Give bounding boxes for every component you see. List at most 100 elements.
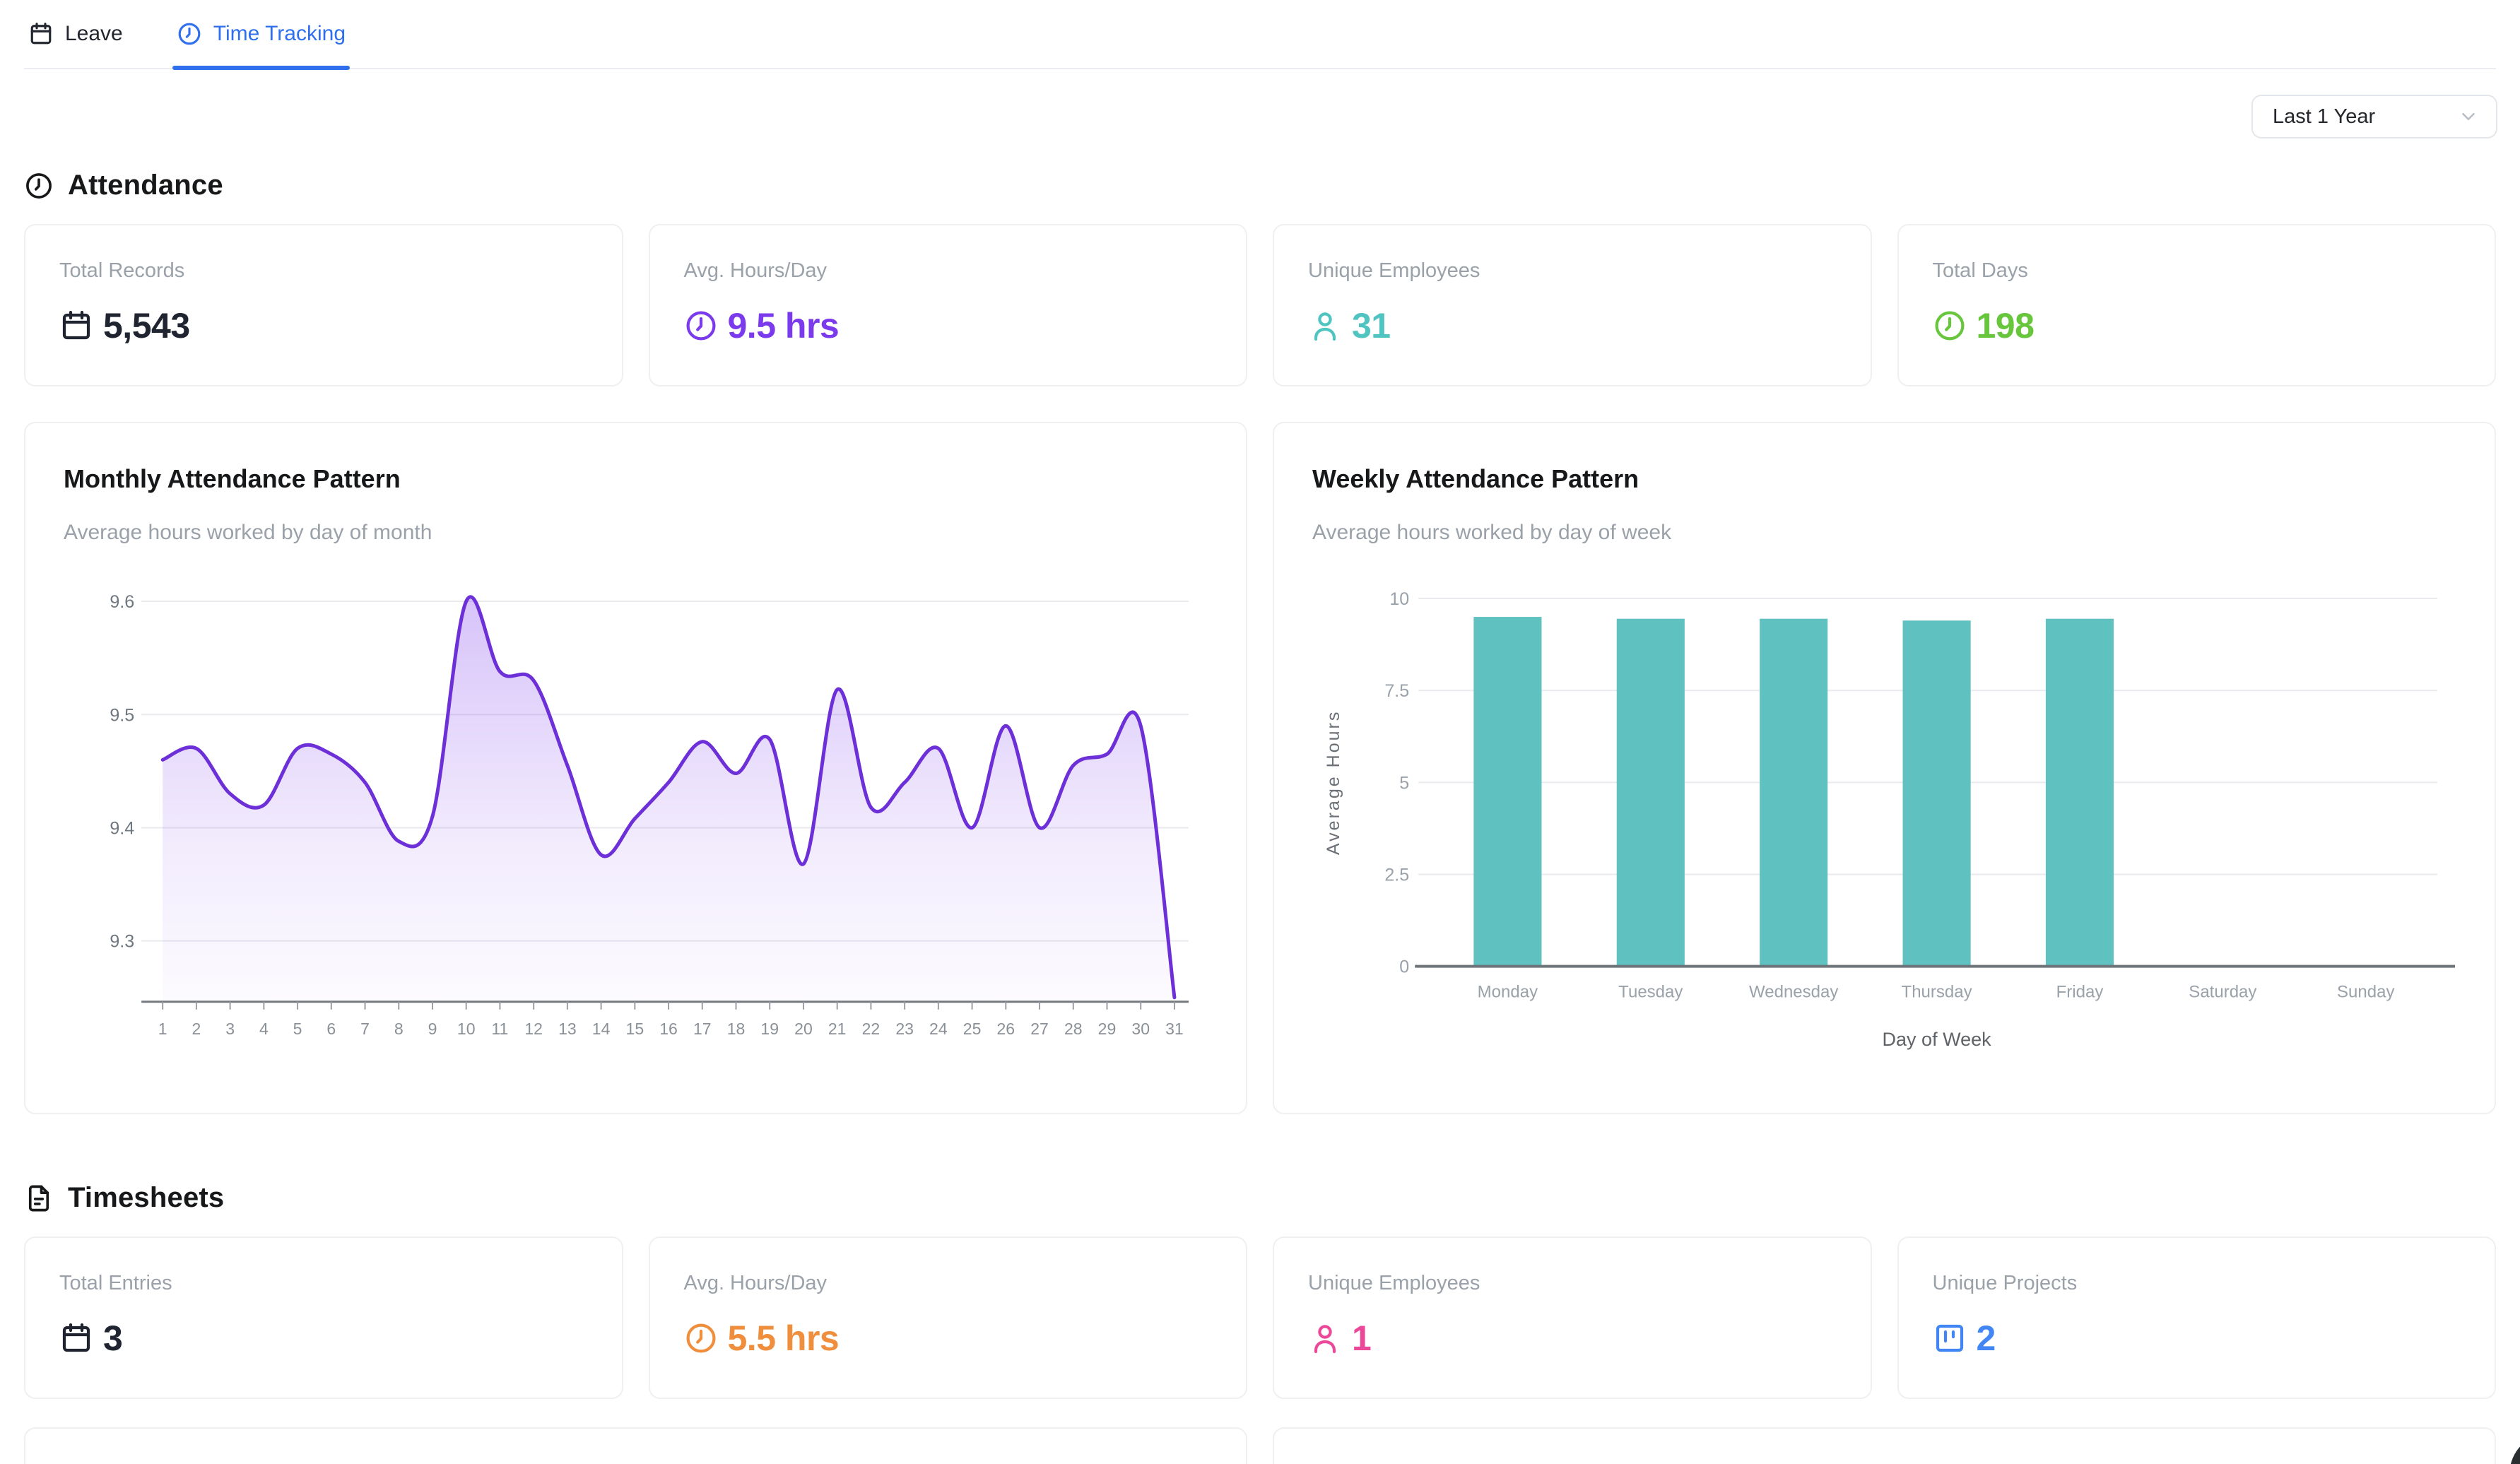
weekly-attendance-chart: 0 2.5 5 7.5 10 Monday Tuesday Wednesday Thursday… [1324,589,2455,1050]
stat-card-avg-hours: Avg. Hours/Day 9.5 hrs [648,224,1247,386]
stat-value: 3 [59,1318,588,1359]
filter-row: Last 1 Year [0,95,2497,138]
svg-text:8: 8 [394,1020,404,1038]
monthly-attendance-chart: 9.69.59.49.31 2 3 4 5 6 7 8 9 10 11 12 13 14 15 16 17 18 1… [110,592,1189,1038]
clock-icon [1933,309,1967,343]
stat-number: 9.5 hrs [727,306,840,346]
stat-value: 31 [1308,305,1837,346]
svg-text:7: 7 [360,1020,370,1038]
calendar-icon [59,309,93,343]
svg-text:16: 16 [659,1020,678,1038]
weekly-chart-subtitle: Average hours worked by day of week [1312,521,1672,544]
tab-time-tracking[interactable]: Time Tracking [172,13,351,70]
timesheets-stats-row: Total Entries 3 Avg. Hours/Day 5.5 hrs U… [24,1236,2496,1399]
svg-text:Thursday: Thursday [1902,983,1972,1002]
svg-text:Friday: Friday [2056,983,2104,1002]
svg-text:15: 15 [626,1020,644,1038]
card-stub [24,1427,1247,1464]
attendance-title: Attendance [68,170,223,201]
svg-text:5: 5 [293,1020,302,1038]
chat-fab-button[interactable] [2509,1432,2520,1464]
monthly-chart-subtitle: Average hours worked by day of month [64,521,432,544]
stat-card-total-days: Total Days 198 [1897,224,2496,386]
clock-icon [24,171,54,201]
svg-text:17: 17 [693,1020,712,1038]
stat-label: Avg. Hours/Day [683,1272,828,1294]
svg-text:10: 10 [1389,589,1409,609]
stat-value: 5.5 hrs [684,1318,1213,1359]
svg-text:9.5: 9.5 [110,705,134,725]
stat-label: Unique Employees [1308,259,1480,282]
svg-text:12: 12 [524,1020,543,1038]
attendance-charts-row: Monthly Attendance Pattern Average hours… [24,422,2496,1114]
svg-text:24: 24 [929,1020,948,1038]
svg-text:25: 25 [963,1020,982,1038]
svg-text:19: 19 [760,1020,779,1038]
svg-text:Average Hours: Average Hours [1324,710,1343,855]
card-stub [1273,1427,2496,1464]
svg-text:5: 5 [1399,773,1409,793]
svg-text:3: 3 [225,1020,235,1038]
svg-text:9.4: 9.4 [110,818,134,838]
svg-text:26: 26 [997,1020,1015,1038]
file-text-icon [24,1183,54,1213]
svg-text:13: 13 [558,1020,577,1038]
chevron-down-icon [2458,106,2479,127]
svg-text:Saturday: Saturday [2189,983,2256,1002]
svg-text:29: 29 [1098,1020,1117,1038]
svg-text:Wednesday: Wednesday [1749,983,1838,1002]
stat-label: Total Days [1932,259,2028,282]
timesheets-section-header: Timesheets [24,1182,2496,1214]
svg-text:Day of Week: Day of Week [1883,1029,1992,1050]
stat-number: 31 [1352,306,1391,346]
svg-text:2.5: 2.5 [1384,866,1409,885]
stat-label: Unique Employees [1308,1272,1480,1294]
svg-text:20: 20 [794,1020,813,1038]
stat-card-ts-unique-employees: Unique Employees 1 [1273,1236,1872,1399]
svg-text:22: 22 [862,1020,881,1038]
time-range-select[interactable]: Last 1 Year [2251,95,2497,138]
svg-text:30: 30 [1131,1020,1150,1038]
next-charts-row-stub [24,1427,2496,1464]
svg-text:27: 27 [1030,1020,1049,1038]
svg-text:28: 28 [1064,1020,1083,1038]
user-icon [1308,309,1342,343]
svg-text:4: 4 [259,1020,269,1038]
svg-text:Sunday: Sunday [2337,983,2394,1002]
svg-text:0: 0 [1399,957,1409,977]
svg-text:23: 23 [895,1020,914,1038]
svg-text:9.3: 9.3 [110,932,134,952]
svg-text:14: 14 [592,1020,611,1038]
svg-text:Monday: Monday [1478,983,1538,1002]
stat-number: 3 [103,1318,123,1358]
stat-number: 1 [1352,1318,1372,1358]
svg-text:6: 6 [326,1020,336,1038]
tab-bar: Leave Time Tracking [24,0,2496,70]
tab-leave[interactable]: Leave [24,13,127,68]
weekly-chart-title: Weekly Attendance Pattern [1312,464,1639,493]
calendar-icon [59,1321,93,1355]
user-icon [1308,1321,1342,1355]
svg-text:11: 11 [491,1020,508,1038]
weekly-attendance-card: Weekly Attendance Pattern Average hours … [1273,422,2496,1114]
tab-leave-label: Leave [65,22,123,45]
stat-number: 5,543 [103,306,190,346]
stat-number: 2 [1976,1318,1996,1358]
stat-number: 5.5 hrs [727,1318,840,1358]
stat-card-total-records: Total Records 5,543 [24,224,623,386]
svg-text:10: 10 [457,1020,476,1038]
svg-text:1: 1 [158,1020,167,1038]
stat-label: Total Entries [59,1272,172,1294]
monthly-chart-title: Monthly Attendance Pattern [64,464,401,493]
time-range-value: Last 1 Year [2273,105,2376,128]
stat-label: Unique Projects [1932,1272,2078,1294]
stat-card-unique-employees: Unique Employees 31 [1273,224,1872,386]
stat-label: Total Records [59,259,185,282]
stat-card-ts-avg-hours: Avg. Hours/Day 5.5 hrs [648,1236,1247,1399]
kanban-icon [1933,1321,1967,1355]
stat-value: 2 [1933,1318,2461,1359]
attendance-section-header: Attendance [24,170,2496,201]
tab-time-tracking-label: Time Tracking [213,22,346,45]
svg-text:21: 21 [828,1020,847,1038]
